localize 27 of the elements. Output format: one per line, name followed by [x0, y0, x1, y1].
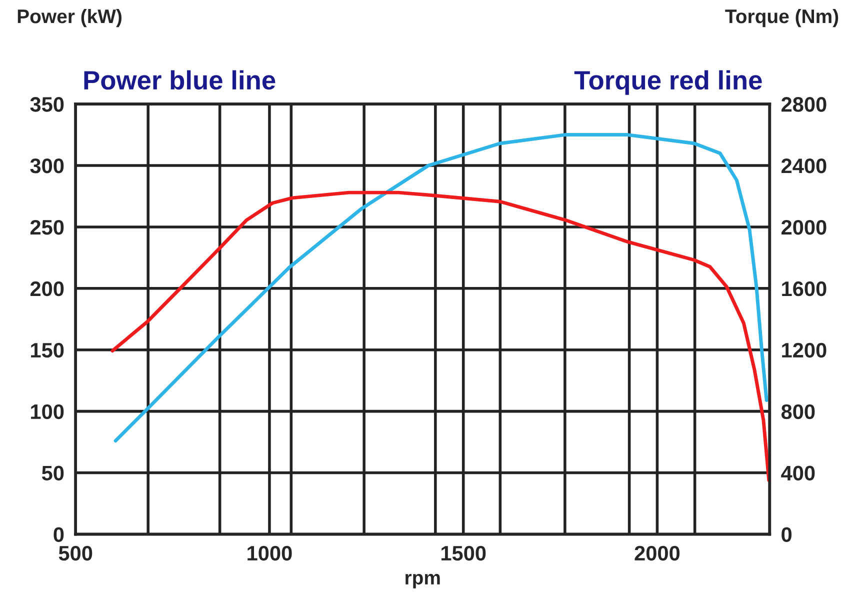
y-tick-label: 200 [30, 281, 64, 296]
y-tick-label: 250 [30, 220, 64, 235]
x-tick-label: 2000 [634, 546, 680, 561]
y-tick-label: 300 [30, 158, 64, 174]
y-tick-label: 100 [31, 404, 64, 420]
text: Torque red line [574, 70, 762, 95]
x-tick-label: 1500 [441, 546, 486, 561]
y-tick-label: 50 [42, 466, 64, 481]
y-tick-label: 0 [54, 527, 64, 542]
text: Power blue line [84, 70, 276, 90]
line-series [114, 133, 768, 443]
y2-tick-label: 0 [782, 527, 792, 542]
y-axis-title: Power (kW) [18, 8, 122, 28]
y2-tick-label: 2000 [782, 220, 826, 235]
y2-tick-label: 1200 [782, 342, 826, 358]
y2-axis-title: Torque (Nm) [725, 8, 838, 28]
y-tick-label: 150 [31, 342, 64, 358]
y2-tick-label: 2400 [782, 158, 826, 174]
y2-tick-label: 2800 [782, 97, 826, 112]
y2-tick-label: 800 [781, 404, 815, 420]
line-series [110, 190, 770, 482]
y2-tick-label: 1600 [782, 281, 826, 296]
y-tick-label: 350 [30, 97, 64, 112]
x-tick-label: 500 [58, 546, 92, 561]
y2-tick-label: 400 [781, 466, 815, 481]
x-axis-title: rpm [406, 574, 440, 588]
x-tick-label: 1000 [248, 546, 292, 561]
